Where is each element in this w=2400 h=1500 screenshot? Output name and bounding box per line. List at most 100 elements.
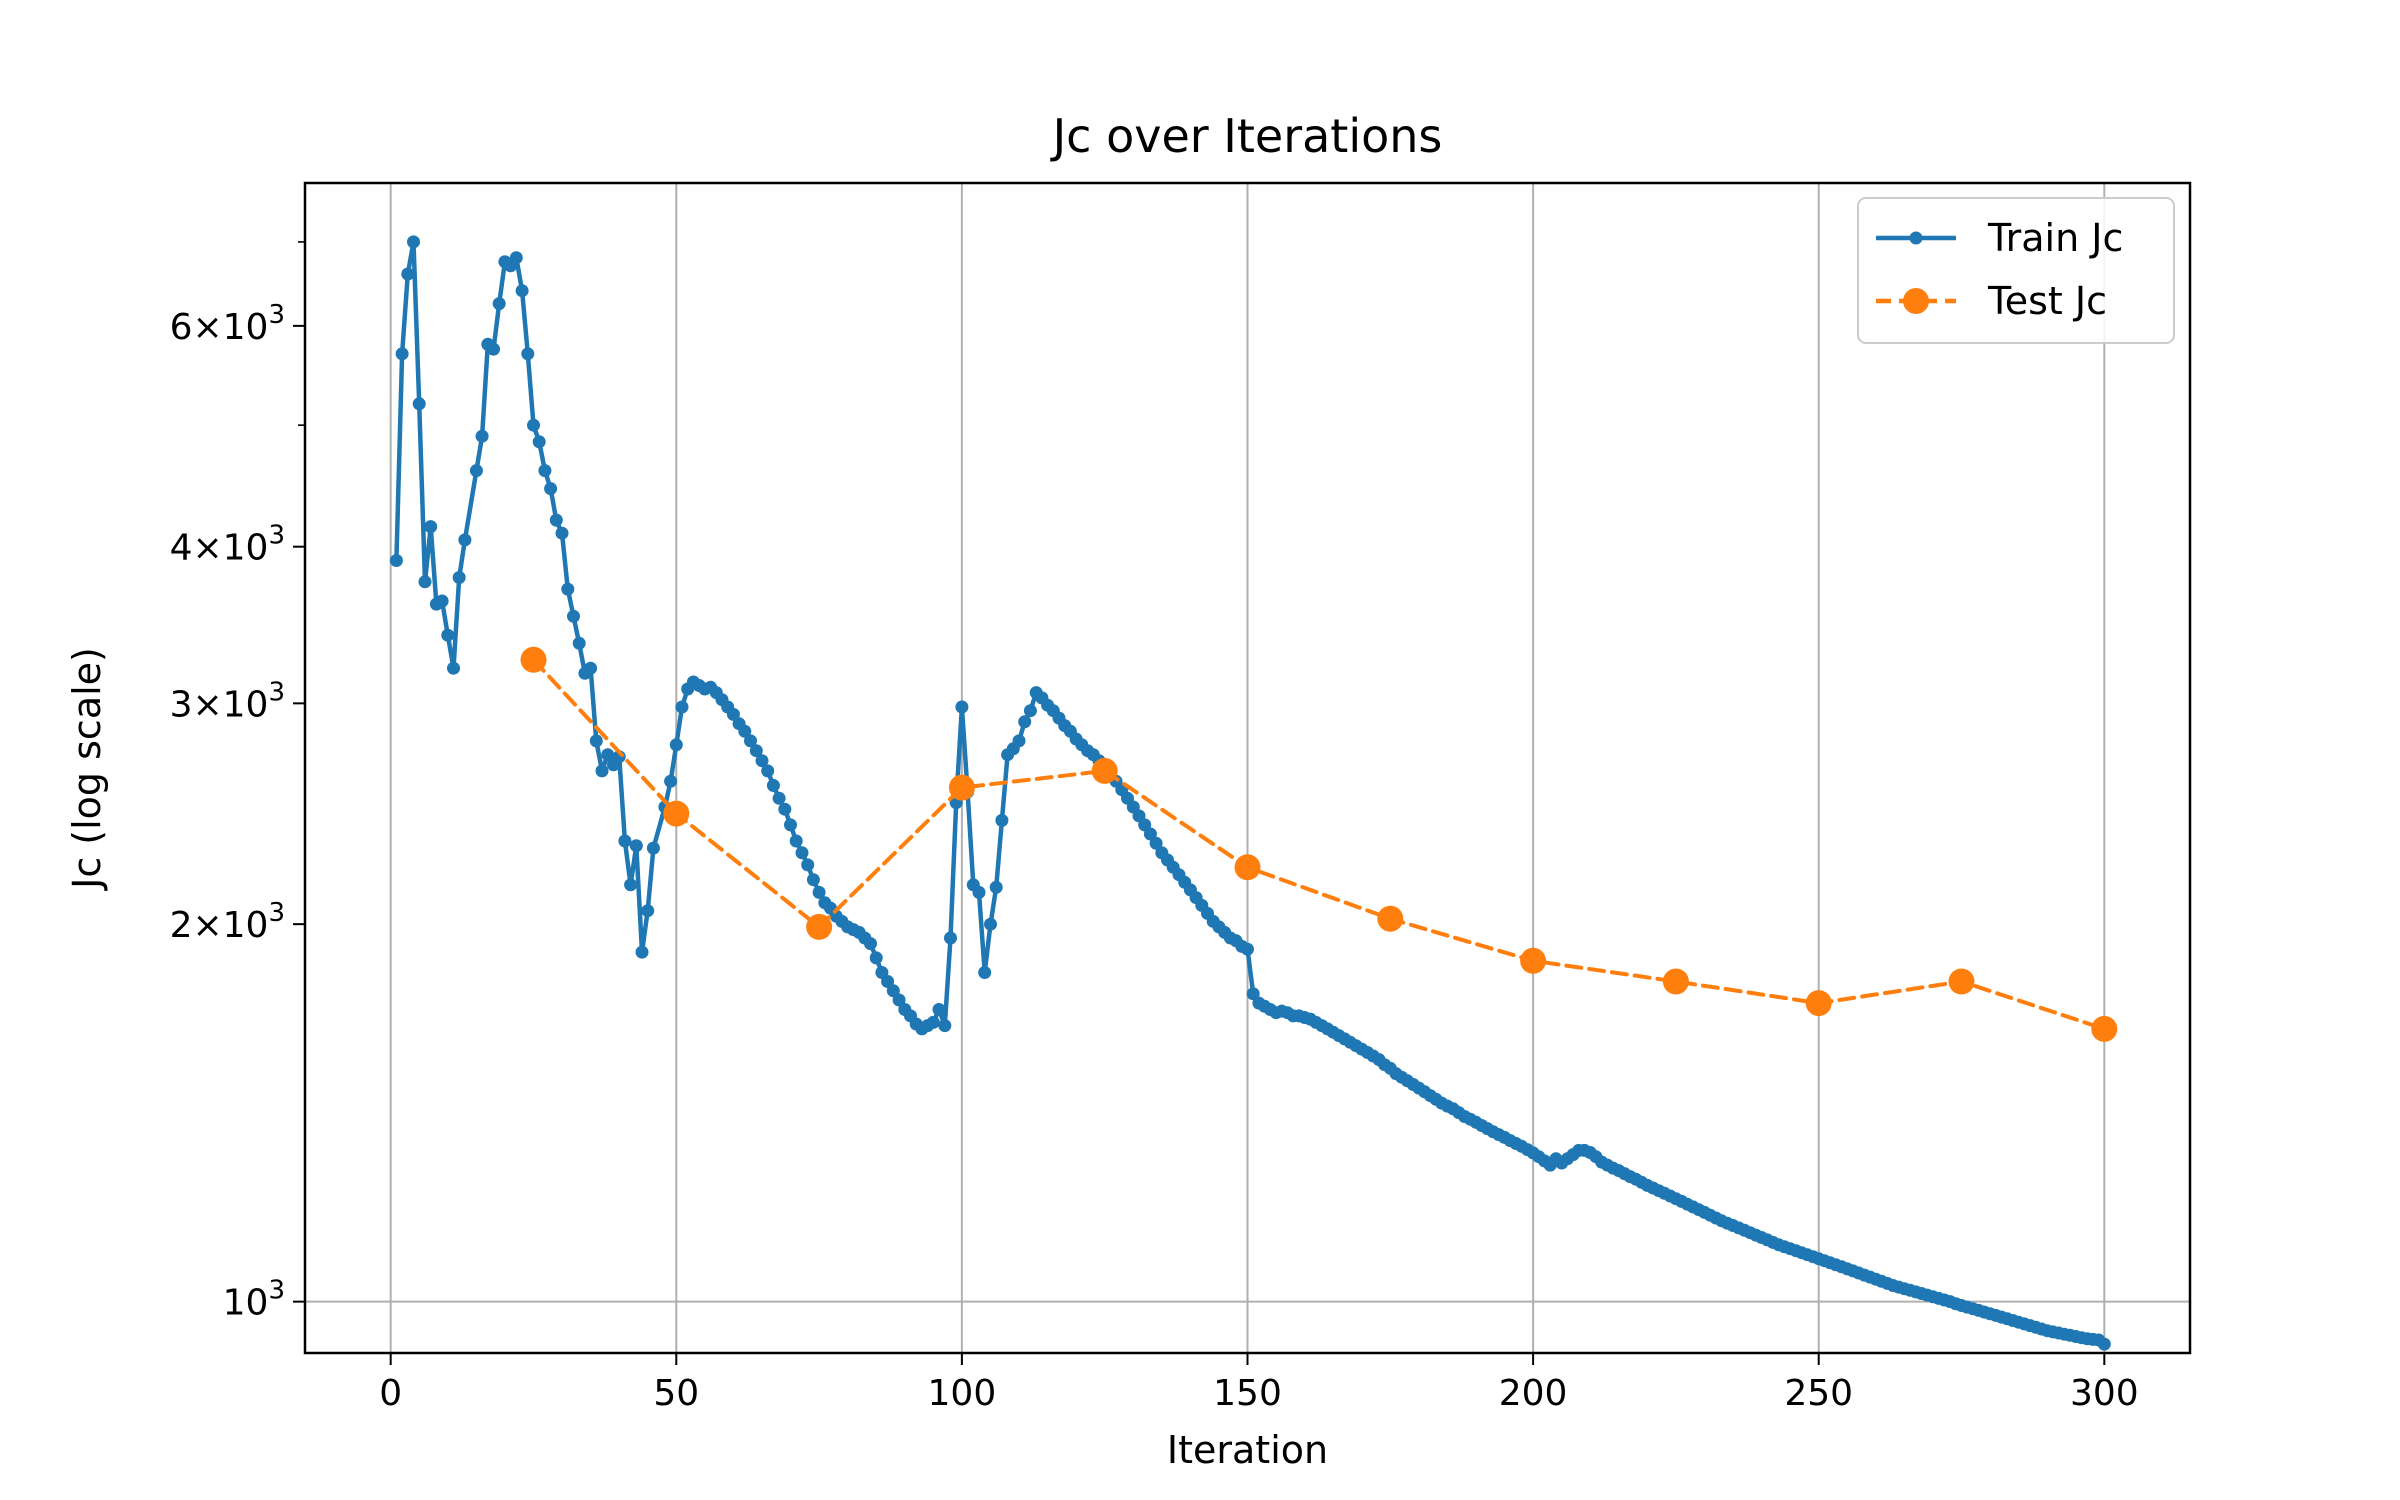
x-tick-label: 100: [928, 1373, 997, 1414]
data-point: [726, 707, 740, 721]
data-point: [789, 834, 803, 848]
legend-label-1: Test Jc: [1987, 279, 2107, 323]
data-point: [572, 636, 586, 650]
data-point: [1149, 836, 1163, 850]
series-line: [531, 657, 2107, 1031]
data-point: [561, 582, 575, 596]
data-point: [1948, 968, 1975, 995]
legend-marker-1: [1903, 288, 1929, 314]
data-point: [1023, 704, 1037, 718]
series-layer: [389, 235, 2118, 1351]
data-point: [761, 764, 775, 778]
data-point: [755, 754, 769, 768]
data-point: [601, 748, 615, 762]
data-point: [1234, 854, 1261, 881]
data-point: [989, 880, 1003, 894]
series-0: [389, 235, 2111, 1351]
data-point: [749, 744, 763, 758]
x-tick-label: 0: [379, 1373, 402, 1414]
data-point: [475, 429, 489, 443]
grid: [305, 183, 2190, 1353]
legend-box: [1857, 197, 2175, 344]
data-point: [452, 571, 466, 584]
data-point: [1018, 715, 1032, 729]
data-point: [544, 482, 558, 496]
x-axis-title: Iteration: [1167, 1428, 1328, 1472]
data-point: [984, 917, 997, 931]
data-point: [892, 993, 906, 1007]
data-point: [995, 813, 1009, 827]
data-point: [1091, 757, 1118, 784]
data-point: [458, 533, 472, 547]
data-point: [447, 661, 460, 675]
x-tick-label: 300: [2070, 1373, 2139, 1414]
data-point: [509, 251, 523, 265]
data-point: [1520, 947, 1547, 974]
data-point: [778, 802, 792, 816]
data-point: [772, 791, 786, 805]
data-point: [1012, 734, 1026, 748]
data-point: [629, 839, 643, 853]
data-point: [806, 873, 820, 887]
data-point: [492, 297, 506, 311]
data-point: [938, 1019, 952, 1033]
data-point: [646, 841, 660, 855]
ticks: 0 50 100 150 200 250 300 103 2×103 3×103 4×103 6×10…: [170, 241, 2139, 1414]
data-point: [412, 397, 426, 411]
data-point: [584, 661, 598, 675]
data-point: [663, 800, 690, 827]
data-point: [738, 724, 752, 738]
data-point: [864, 937, 877, 951]
data-point: [527, 418, 540, 432]
data-point: [418, 575, 432, 589]
data-point: [806, 913, 833, 940]
y-tick-label: 6×103: [170, 300, 285, 348]
data-point: [801, 858, 815, 872]
data-point: [926, 1015, 940, 1029]
data-point: [972, 885, 986, 899]
data-point: [744, 734, 757, 748]
data-point: [469, 464, 483, 478]
y-tick-label: 103: [223, 1276, 285, 1324]
data-point: [532, 435, 546, 449]
legend: Train Jc Test Jc: [1857, 197, 2175, 344]
data-point: [795, 846, 809, 860]
data-point: [955, 700, 969, 714]
data-point: [948, 774, 975, 801]
x-tick-label: 150: [1213, 1373, 1282, 1414]
data-point: [515, 284, 529, 298]
data-point: [886, 984, 900, 998]
y-axis-title: Jc (log scale): [65, 647, 109, 891]
data-point: [978, 966, 992, 979]
data-point: [520, 646, 547, 673]
data-point: [812, 885, 826, 899]
data-point: [538, 464, 552, 478]
data-point: [1246, 987, 1260, 1001]
legend-marker-0: [1909, 231, 1923, 245]
data-point: [669, 738, 683, 752]
data-point: [1662, 968, 1689, 995]
legend-label-0: Train Jc: [1987, 216, 2123, 260]
data-point: [664, 774, 678, 788]
data-point: [944, 931, 957, 945]
data-point: [1241, 942, 1254, 956]
data-point: [1143, 827, 1157, 841]
data-point: [424, 520, 438, 534]
data-point: [641, 904, 655, 918]
y-tick-label: 4×103: [170, 521, 285, 569]
data-point: [784, 818, 797, 832]
data-point: [1805, 990, 1832, 1017]
series-1: [520, 646, 2118, 1042]
data-point: [675, 700, 689, 714]
y-tick-label: 2×103: [170, 898, 285, 946]
data-point: [521, 347, 535, 361]
data-point: [1377, 905, 1404, 932]
data-point: [441, 628, 455, 642]
data-point: [401, 267, 415, 281]
x-tick-label: 250: [1784, 1373, 1853, 1414]
data-point: [624, 878, 638, 892]
data-point: [567, 609, 580, 623]
y-tick-label: 3×103: [170, 677, 285, 725]
data-point: [549, 513, 563, 527]
